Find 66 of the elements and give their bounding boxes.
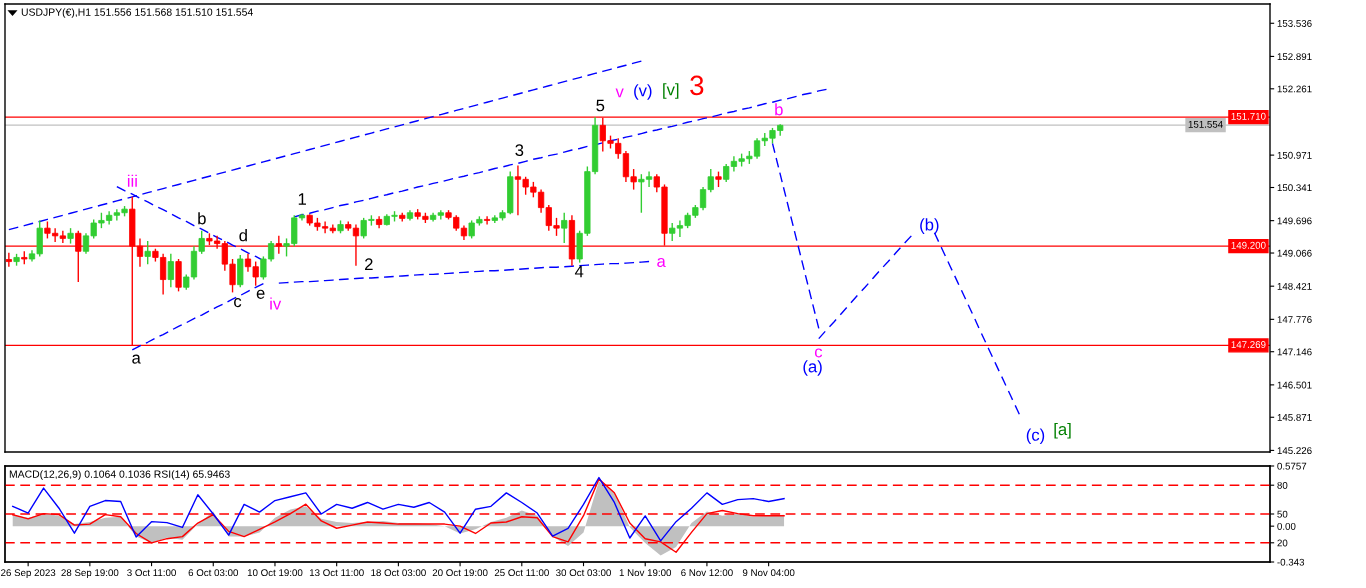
annotation: b — [775, 103, 783, 116]
x-tick-label: 10 Oct 19:00 — [247, 569, 303, 577]
annotation: 1 — [298, 193, 306, 205]
x-tick-label: 18 Oct 03:00 — [371, 569, 426, 577]
annotation: v — [615, 88, 624, 98]
x-tick-label: 6 Nov 12:00 — [681, 569, 733, 577]
y-tick-label: 0.5757 — [1277, 462, 1307, 470]
x-tick-label: 20 Oct 19:00 — [432, 569, 488, 577]
y-tick-label: 147.776 — [1277, 316, 1312, 323]
annotation: 4 — [574, 265, 584, 278]
x-tick-label: 1 Nov 19:00 — [619, 569, 672, 577]
annotation: 3 — [690, 75, 704, 96]
y2-tick-label: 20 — [1277, 539, 1288, 547]
y2-tick-label: 50 — [1277, 510, 1288, 518]
chart-title: MACD(12,26,9) 0.1064 0.1036 RSI(14) 65.9463 — [9, 470, 230, 480]
candlestick — [5, 252, 12, 268]
x-tick-label: 30 Oct 03:00 — [556, 569, 611, 577]
y-tick-label: 150.971 — [1277, 151, 1312, 159]
x-tick-label: 3 Oct 11:00 — [127, 569, 176, 577]
x-tick-label: 28 Sep 19:00 — [61, 569, 119, 579]
ref-line-label: 149.200 — [1231, 241, 1266, 249]
y-tick-label: 153.536 — [1277, 20, 1312, 27]
ref-line-label: 151.554 — [1188, 120, 1223, 128]
annotation: d — [239, 229, 247, 242]
annotation: 5 — [596, 99, 605, 112]
y-tick-label: 148.421 — [1277, 282, 1312, 290]
candlestick — [483, 215, 491, 226]
candlestick — [59, 230, 66, 244]
annotation: b — [198, 212, 206, 225]
y-tick-label: 145.226 — [1277, 447, 1312, 455]
annotation: iii — [127, 174, 137, 187]
candlestick — [561, 212, 568, 244]
ref-line-label: 147.269 — [1231, 341, 1266, 349]
annotation: a — [132, 354, 141, 364]
chart-title: USDJPY(€),H1 151.556 151.568 151.510 151.554 — [21, 8, 253, 18]
annotation: iv — [270, 297, 282, 310]
y-tick-label: 149.066 — [1277, 249, 1312, 257]
annotation: c — [234, 298, 242, 308]
y-tick-label: 152.261 — [1277, 85, 1312, 93]
annotation: (b) — [920, 218, 939, 234]
annotation: [a] — [1054, 422, 1071, 439]
annotation: e — [256, 289, 265, 299]
x-tick-label: 9 Nov 04:00 — [742, 569, 795, 577]
annotation: (a) — [803, 360, 822, 376]
y-tick-label: 145.871 — [1277, 413, 1312, 421]
annotation: a — [657, 257, 666, 268]
annotation: 3 — [515, 144, 524, 157]
y-tick-label: 150.341 — [1277, 184, 1312, 192]
y-tick-label: 0.00 — [1277, 522, 1296, 530]
annotation: (c) — [1026, 428, 1045, 445]
x-tick-label: 26 Sep 2023 — [1, 569, 56, 579]
annotation: (v) — [634, 84, 652, 100]
y2-tick-label: 80 — [1277, 481, 1288, 489]
annotation: [v] — [663, 83, 679, 99]
y-tick-label: -0.343 — [1277, 558, 1305, 566]
y-tick-label: 149.696 — [1277, 217, 1312, 225]
x-tick-label: 6 Oct 03:00 — [188, 569, 239, 577]
candlestick — [167, 253, 174, 288]
annotation: 2 — [365, 258, 373, 270]
annotation: c — [814, 348, 823, 358]
ref-line-label: 151.710 — [1231, 112, 1266, 120]
y-tick-label: 152.891 — [1277, 53, 1312, 61]
y-tick-label: 146.501 — [1277, 381, 1312, 389]
y-tick-label: 147.146 — [1277, 348, 1312, 356]
x-tick-label: 25 Oct 11:00 — [494, 569, 549, 577]
x-tick-label: 13 Oct 11:00 — [309, 569, 364, 577]
